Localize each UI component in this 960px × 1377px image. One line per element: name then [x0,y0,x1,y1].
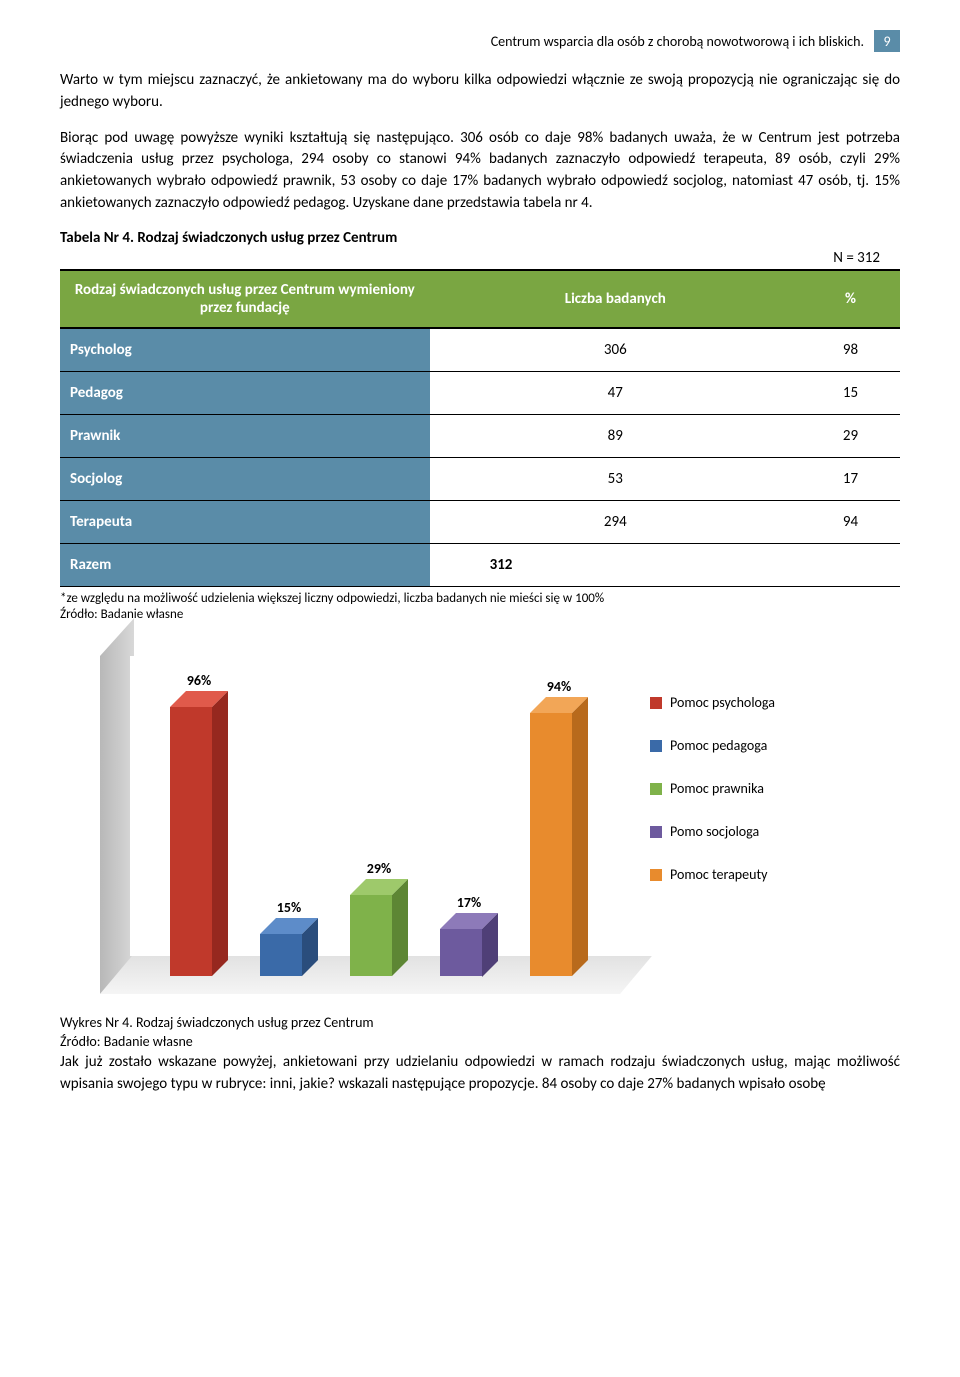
legend-item: Pomoc terapeuty [650,866,775,883]
paragraph-1: Warto w tym miejscu zaznaczyć, że ankiet… [60,70,900,114]
bar-label: 94% [530,678,588,695]
row-count: 294 [430,500,801,543]
bar-side [572,697,588,976]
row-label: Terapeuta [60,500,430,543]
legend-item: Pomoc prawnika [650,780,775,797]
row-count: 306 [430,328,801,372]
services-table: Rodzaj świadczonych usług przez Centrum … [60,269,900,587]
row-label: Socjolog [60,457,430,500]
bar-front [170,707,212,976]
bar-front [260,934,302,976]
row-label: Psycholog [60,328,430,372]
bar-chart-3d: 96% 15% 29% 17% 94% [100,654,620,994]
legend-label: Pomoc prawnika [670,780,764,797]
table-title: Tabela Nr 4. Rodzaj świadczonych usług p… [60,229,900,247]
legend-label: Pomoc psychologa [670,694,775,711]
legend-item: Pomoc psychologa [650,694,775,711]
table-row: Pedagog4715 [60,371,900,414]
page-header: Centrum wsparcia dla osób z chorobą nowo… [60,30,900,52]
row-label: Razem [60,543,430,586]
bar-side [392,879,408,976]
page-number: 9 [874,30,900,52]
bar-label: 15% [260,899,318,916]
row-count: 47 [430,371,801,414]
chart-left-wall [100,619,134,995]
row-label: Prawnik [60,414,430,457]
chart-container: 96% 15% 29% 17% 94% Pomoc psychologa Pomoc pe… [100,654,900,994]
bar-label: 29% [350,860,408,877]
table-row: Terapeuta29494 [60,500,900,543]
footnote-line-1: *ze względu na możliwość udzielenia więk… [60,591,900,608]
bar-label: 17% [440,894,498,911]
chart-legend: Pomoc psychologa Pomoc pedagoga Pomoc praw… [650,654,775,994]
caption-line-2: Źródło: Badanie własne [60,1033,900,1052]
bar-front [350,895,392,976]
th-percent: % [801,270,900,328]
bar-side [212,691,228,976]
bar-front [530,713,572,976]
n-label: N = 312 [60,249,900,267]
table-row-total: Razem312 [60,543,900,586]
legend-swatch [650,826,662,838]
row-pct: 17 [801,457,900,500]
legend-item: Pomo socjologa [650,823,775,840]
caption-line-1: Wykres Nr 4. Rodzaj świadczonych usług p… [60,1014,900,1033]
legend-swatch [650,869,662,881]
row-pct: 15 [801,371,900,414]
row-pct [801,543,900,586]
bar-label: 96% [170,672,228,689]
row-label: Pedagog [60,371,430,414]
row-pct: 94 [801,500,900,543]
row-pct: 98 [801,328,900,372]
row-count: 312 [430,543,801,586]
table-row: Socjolog5317 [60,457,900,500]
chart-caption: Wykres Nr 4. Rodzaj świadczonych usług p… [60,1014,900,1052]
row-pct: 29 [801,414,900,457]
header-text: Centrum wsparcia dla osób z chorobą nowo… [491,33,864,50]
table-row: Prawnik8929 [60,414,900,457]
bar-front [440,929,482,977]
legend-swatch [650,697,662,709]
row-count: 89 [430,414,801,457]
legend-label: Pomo socjologa [670,823,759,840]
table-footnote: *ze względu na możliwość udzielenia więk… [60,591,900,625]
legend-label: Pomoc pedagoga [670,737,767,754]
footnote-line-2: Źródło: Badanie własne [60,607,900,624]
paragraph-after: Jak już zostało wskazane powyżej, ankiet… [60,1052,900,1096]
table-row: Psycholog30698 [60,328,900,372]
th-count: Liczba badanych [430,270,801,328]
legend-item: Pomoc pedagoga [650,737,775,754]
paragraph-2: Biorąc pod uwagę powyższe wyniki kształt… [60,128,900,215]
legend-swatch [650,783,662,795]
th-service: Rodzaj świadczonych usług przez Centrum … [60,270,430,328]
legend-swatch [650,740,662,752]
legend-label: Pomoc terapeuty [670,866,768,883]
row-count: 53 [430,457,801,500]
